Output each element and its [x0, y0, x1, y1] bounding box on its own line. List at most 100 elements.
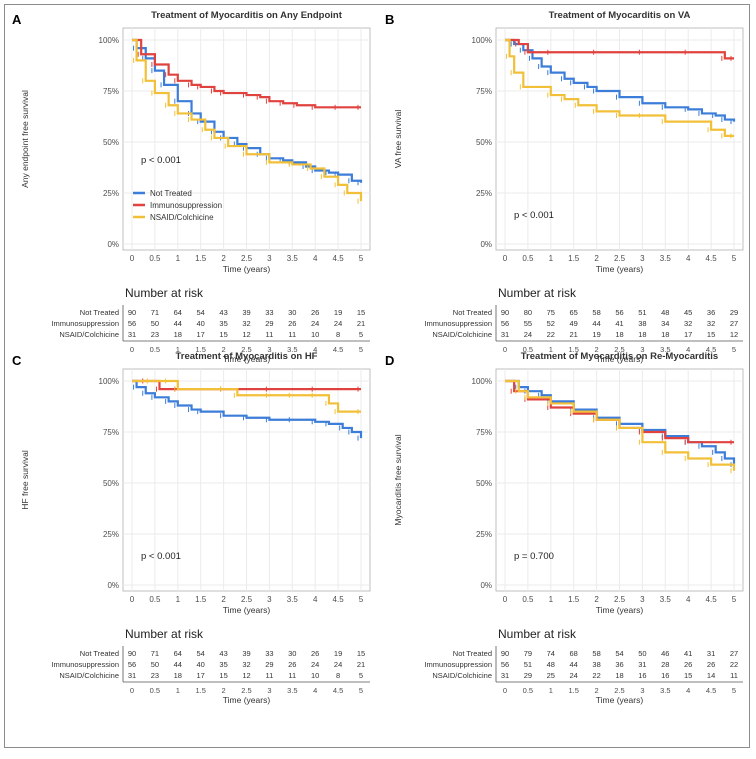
risk-x-tick-label: 4	[686, 686, 690, 695]
risk-x-tick-label: 3.5	[287, 345, 297, 354]
risk-cell: 58	[592, 649, 600, 658]
risk-cell: 56	[615, 308, 623, 317]
chart-title: Treatment of Myocarditis on HF	[176, 351, 318, 362]
risk-cell: 15	[707, 330, 715, 339]
figure-border	[4, 4, 750, 748]
risk-table-title: Number at risk	[498, 286, 577, 300]
risk-row-label: Immunosuppression	[424, 319, 492, 328]
risk-x-tick-label: 2.5	[614, 345, 624, 354]
risk-cell: 26	[311, 649, 319, 658]
risk-x-tick-label: 0.5	[523, 686, 533, 695]
risk-cell: 36	[707, 308, 715, 317]
y-tick-label: 50%	[103, 479, 119, 488]
p-value: p < 0.001	[514, 210, 554, 221]
risk-x-tick-label: 4	[313, 686, 317, 695]
km-curve	[132, 379, 361, 413]
km-curve	[132, 379, 363, 439]
x-tick-label: 3	[640, 254, 645, 263]
risk-cell: 41	[615, 319, 623, 328]
legend-label: Immunosuppression	[150, 201, 222, 210]
risk-row-label: Not Treated	[80, 308, 119, 317]
risk-cell: 79	[524, 649, 532, 658]
y-tick-label: 50%	[476, 138, 492, 147]
risk-x-tick-label: 2	[595, 345, 599, 354]
panel-letter: D	[385, 353, 394, 368]
y-tick-label: 100%	[99, 36, 119, 45]
y-tick-label: 25%	[103, 530, 119, 539]
risk-cell: 8	[336, 330, 340, 339]
risk-cell: 40	[197, 660, 205, 669]
y-tick-label: 25%	[103, 189, 119, 198]
risk-cell: 36	[615, 660, 623, 669]
risk-row-label: Not Treated	[453, 308, 492, 317]
risk-cell: 24	[570, 671, 578, 680]
risk-cell: 10	[311, 330, 319, 339]
risk-x-axis-label: Time (years)	[223, 354, 271, 364]
risk-cell: 35	[219, 660, 227, 669]
risk-cell: 32	[242, 319, 250, 328]
risk-x-axis-label: Time (years)	[223, 695, 271, 705]
risk-x-axis-label: Time (years)	[596, 695, 644, 705]
x-tick-label: 1.5	[195, 254, 207, 263]
x-tick-label: 2	[221, 254, 226, 263]
risk-cell: 18	[174, 330, 182, 339]
risk-x-tick-label: 1	[176, 686, 180, 695]
x-tick-label: 1	[549, 254, 554, 263]
risk-cell: 90	[128, 308, 136, 317]
risk-cell: 49	[570, 319, 578, 328]
p-value: p < 0.001	[141, 155, 181, 166]
risk-row-label: Immunosuppression	[51, 319, 119, 328]
risk-x-tick-label: 4.5	[706, 686, 716, 695]
x-tick-label: 0	[130, 595, 135, 604]
risk-cell: 16	[638, 671, 646, 680]
x-tick-label: 3.5	[660, 254, 672, 263]
risk-x-tick-label: 4.5	[706, 345, 716, 354]
panel-letter: A	[12, 12, 22, 27]
km-panel: C Treatment of Myocarditis on HF 0% 25% 50% 7…	[12, 351, 371, 705]
risk-x-tick-label: 1.5	[195, 686, 205, 695]
y-axis-label: Any endpoint free survival	[20, 90, 30, 188]
y-tick-label: 100%	[472, 377, 492, 386]
risk-cell: 51	[638, 308, 646, 317]
risk-cell: 68	[570, 649, 578, 658]
risk-cell: 18	[615, 330, 623, 339]
risk-x-tick-label: 5	[359, 686, 363, 695]
risk-row-label: NSAID/Colchicine	[432, 671, 492, 680]
risk-cell: 56	[128, 319, 136, 328]
risk-cell: 19	[334, 649, 342, 658]
y-tick-label: 75%	[476, 428, 492, 437]
risk-cell: 71	[151, 649, 159, 658]
chart-title: Treatment of Myocarditis on Any Endpoint	[151, 10, 343, 21]
risk-cell: 54	[197, 649, 205, 658]
x-tick-label: 2	[594, 595, 599, 604]
risk-cell: 15	[684, 671, 692, 680]
risk-x-tick-label: 0	[130, 686, 134, 695]
risk-row-label: Immunosuppression	[51, 660, 119, 669]
risk-x-tick-label: 2.5	[614, 686, 624, 695]
y-tick-label: 0%	[480, 581, 492, 590]
risk-cell: 23	[151, 330, 159, 339]
risk-cell: 26	[288, 660, 296, 669]
x-tick-label: 5	[359, 254, 364, 263]
risk-x-tick-label: 5	[359, 345, 363, 354]
y-tick-label: 75%	[103, 87, 119, 96]
risk-cell: 29	[524, 671, 532, 680]
risk-x-tick-label: 2.5	[241, 686, 251, 695]
risk-cell: 8	[336, 671, 340, 680]
risk-cell: 46	[661, 649, 669, 658]
x-tick-label: 4	[313, 254, 318, 263]
x-tick-label: 3	[267, 254, 272, 263]
risk-cell: 11	[266, 330, 274, 339]
risk-cell: 5	[359, 330, 363, 339]
risk-cell: 43	[219, 649, 227, 658]
x-tick-label: 1	[549, 595, 554, 604]
risk-cell: 27	[730, 319, 738, 328]
y-tick-label: 50%	[476, 479, 492, 488]
x-axis-label: Time (years)	[223, 605, 271, 615]
risk-cell: 31	[501, 330, 509, 339]
risk-cell: 44	[174, 319, 182, 328]
risk-cell: 15	[357, 308, 365, 317]
x-axis-label: Time (years)	[596, 264, 644, 274]
